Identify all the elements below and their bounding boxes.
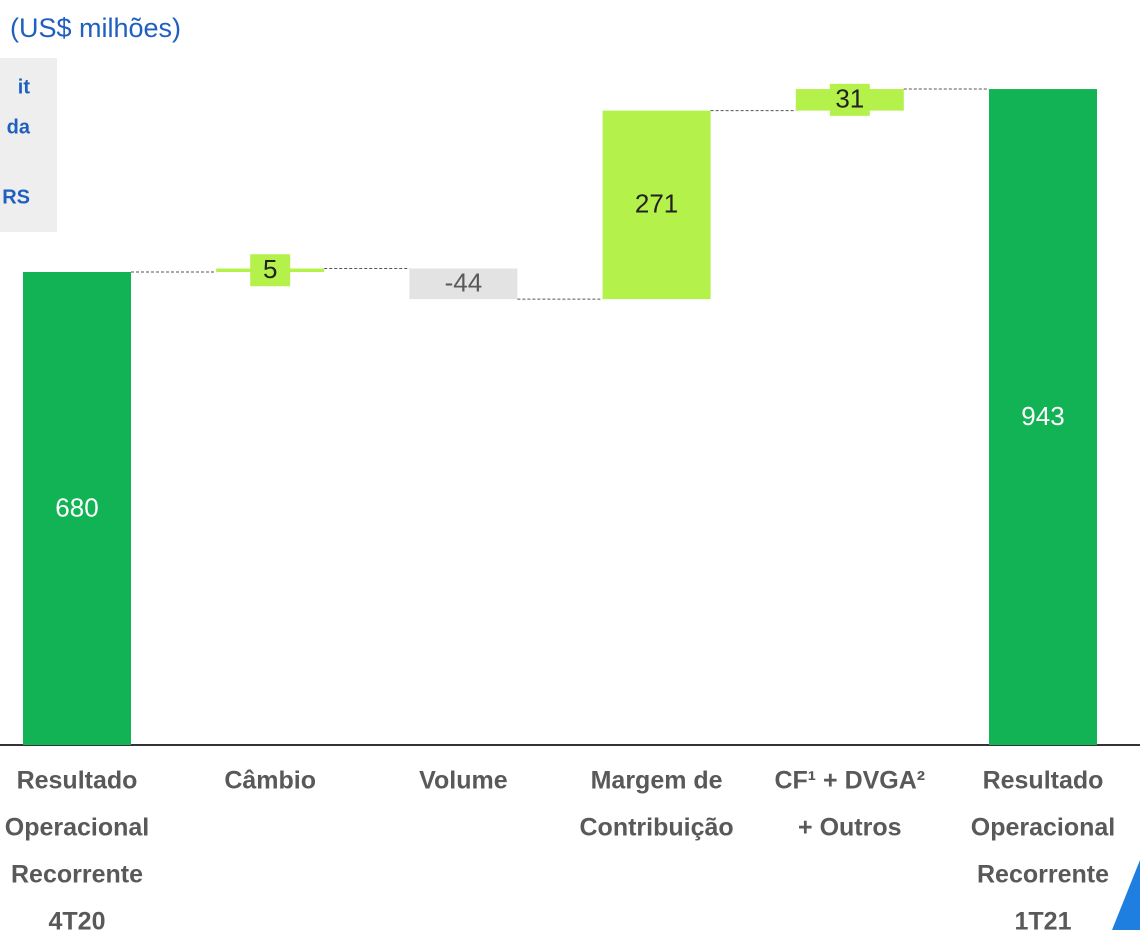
x-tick-label: + Outros	[798, 814, 902, 842]
bar	[23, 271, 131, 745]
x-tick-label: Margem de	[591, 767, 723, 795]
bar	[602, 110, 711, 300]
label-bg	[829, 83, 870, 116]
value-label: 5	[263, 254, 277, 284]
bar	[989, 89, 1097, 746]
x-tick-label: Recorrente	[977, 861, 1109, 889]
value-label: 31	[835, 84, 864, 114]
x-tick-label: Volume	[419, 767, 508, 795]
x-tick-label: 1T21	[1015, 908, 1072, 930]
note-box	[0, 58, 57, 232]
x-tick-label: 4T20	[49, 908, 106, 930]
logo-corner	[1112, 860, 1140, 930]
x-tick-label: Operacional	[971, 814, 1116, 842]
x-tick-label: Recorrente	[11, 861, 143, 889]
bar	[409, 268, 518, 300]
x-tick-label: Resultado	[983, 767, 1104, 795]
value-label: 943	[1021, 401, 1064, 431]
x-tick-label: Resultado	[17, 767, 138, 795]
value-label: 680	[55, 492, 98, 522]
x-tick-label: Contribuição	[580, 814, 734, 842]
note-text: RS	[2, 186, 30, 208]
x-tick-label: Operacional	[5, 814, 150, 842]
note-text: it	[18, 76, 31, 98]
label-bg	[250, 254, 291, 287]
x-tick-label: CF¹ + DVGA²	[774, 767, 925, 795]
value-label: 271	[635, 189, 678, 219]
chart-subtitle: (US$ milhões)	[10, 13, 181, 43]
note-text: da	[7, 116, 31, 138]
x-tick-label: Câmbio	[224, 767, 316, 795]
value-label: -44	[445, 268, 483, 298]
